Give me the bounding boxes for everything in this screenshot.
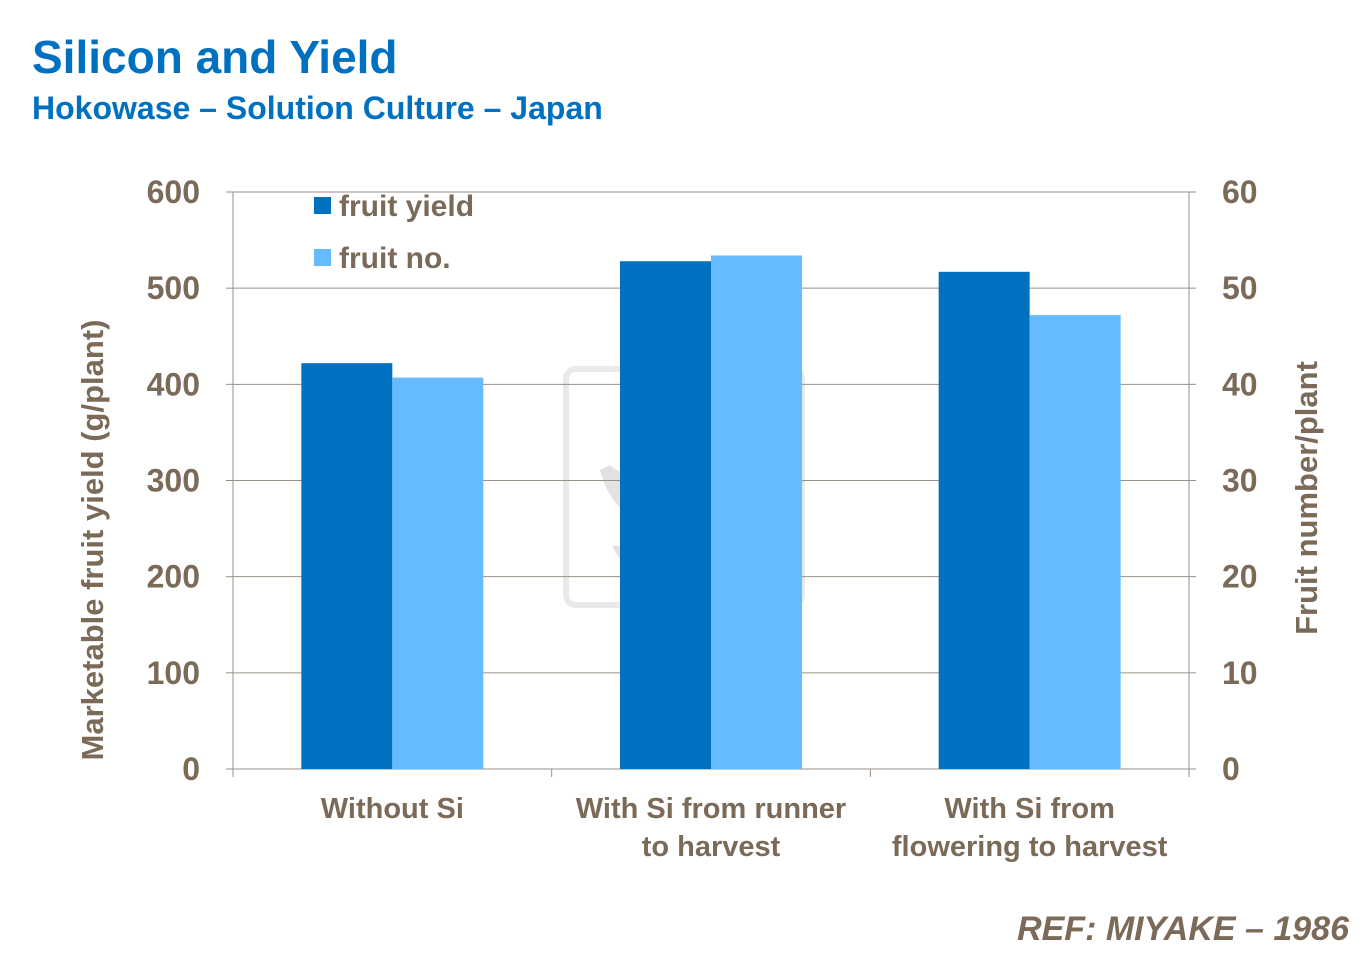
left-tick-label: 100	[147, 655, 200, 691]
bar-fruit-yield	[301, 363, 393, 769]
right-tick-label: 50	[1222, 270, 1258, 306]
left-tick-label: 200	[147, 559, 200, 595]
bar-fruit-no	[1029, 315, 1121, 769]
left-tick-label: 400	[147, 366, 200, 402]
right-tick-label: 20	[1222, 559, 1258, 595]
right-tick-label: 60	[1222, 174, 1258, 210]
reference-note: REF: MIYAKE – 1986	[1017, 910, 1349, 948]
bar-fruit-yield	[620, 261, 711, 769]
left-tick-label: 600	[147, 174, 200, 210]
right-axis-title: Fruit number/plant	[1289, 361, 1324, 635]
bar-fruit-no	[711, 255, 802, 770]
left-tick-label: 300	[147, 463, 200, 499]
category-label: flowering to harvest	[892, 831, 1168, 863]
left-tick-label: 0	[182, 751, 200, 787]
bar-fruit-yield	[938, 271, 1030, 769]
bar-fruit-no	[392, 377, 484, 769]
right-tick-label: 0	[1222, 751, 1240, 787]
category-label: With Si from	[944, 793, 1115, 825]
category-label: to harvest	[642, 831, 781, 863]
legend-label: fruit no.	[339, 242, 451, 275]
legend-swatch	[314, 197, 331, 214]
left-axis-title: Marketable fruit yield (g/plant)	[75, 320, 110, 761]
page-subtitle: Hokowase – Solution Culture – Japan	[32, 90, 603, 126]
right-tick-label: 30	[1222, 463, 1258, 499]
legend-swatch	[314, 249, 331, 266]
page-title: Silicon and Yield	[32, 31, 398, 83]
legend-label: fruit yield	[339, 190, 474, 223]
category-label: With Si from runner	[576, 793, 846, 825]
left-tick-label: 500	[147, 270, 200, 306]
right-tick-label: 10	[1222, 655, 1258, 691]
right-tick-label: 40	[1222, 366, 1258, 402]
category-label: Without Si	[321, 793, 464, 825]
